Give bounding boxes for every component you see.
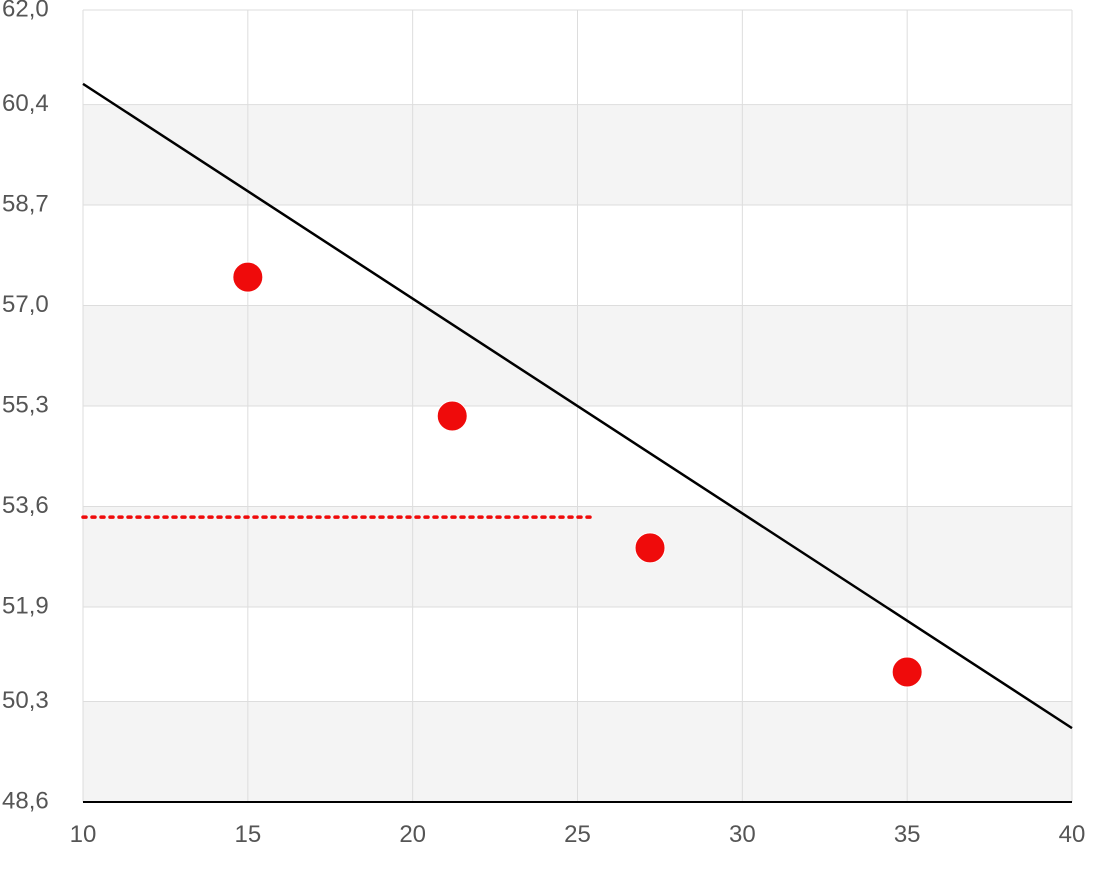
y-tick-label: 57,0 xyxy=(2,291,49,318)
data-point xyxy=(233,262,263,292)
x-tick-label: 10 xyxy=(70,821,97,848)
x-tick-label: 25 xyxy=(564,821,591,848)
y-tick-label: 60,4 xyxy=(2,90,49,117)
data-point xyxy=(635,533,665,563)
data-point xyxy=(437,401,467,431)
x-tick-label: 30 xyxy=(729,821,756,848)
y-tick-label: 53,6 xyxy=(2,492,49,519)
x-tick-label: 40 xyxy=(1059,821,1086,848)
x-tick-label: 35 xyxy=(894,821,921,848)
y-tick-label: 50,3 xyxy=(2,687,49,714)
y-tick-label: 51,9 xyxy=(2,592,49,619)
data-point xyxy=(892,657,922,687)
chart-svg: 48,6 50,3 51,9 53,6 55,3 57,0 58,7 60,4 62,0 10 15… xyxy=(0,0,1112,872)
x-tick-label: 20 xyxy=(399,821,426,848)
x-tick-label: 15 xyxy=(234,821,261,848)
y-tick-label: 58,7 xyxy=(2,190,49,217)
y-tick-label: 48,6 xyxy=(2,787,49,814)
scatter-chart: 48,6 50,3 51,9 53,6 55,3 57,0 58,7 60,4 62,0 10 15… xyxy=(0,0,1112,872)
y-tick-label: 62,0 xyxy=(2,0,49,22)
y-tick-label: 55,3 xyxy=(2,391,49,418)
